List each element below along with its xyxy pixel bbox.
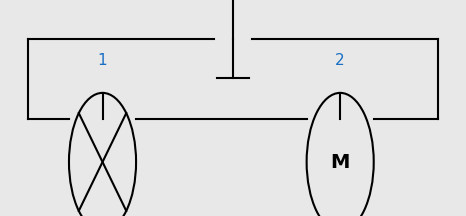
Text: M: M <box>330 152 350 172</box>
Text: 2: 2 <box>336 53 345 68</box>
Text: 1: 1 <box>98 53 107 68</box>
